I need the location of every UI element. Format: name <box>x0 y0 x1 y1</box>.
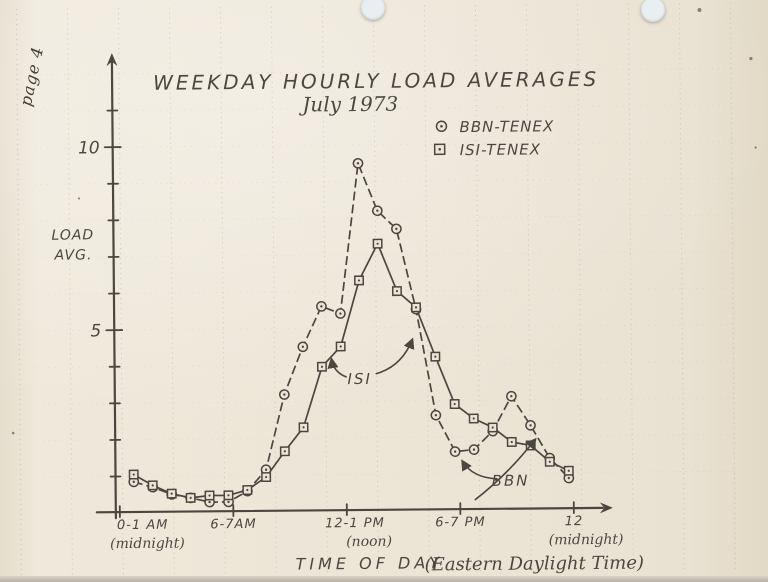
graph-paper-grid <box>15 2 737 579</box>
y-axis <box>110 61 117 520</box>
x-tick-label: 12-1 PM <box>325 516 385 532</box>
chart-title: WEEKDAY HOURLY LOAD AVERAGES <box>153 67 599 95</box>
y-axis-label: AVG. <box>54 247 93 263</box>
x-tick-label: 12 <box>565 514 584 529</box>
bbn-arrow-right-icon <box>474 437 537 501</box>
x-axis <box>95 506 604 514</box>
x-tick-sublabel: (midnight) <box>110 536 185 553</box>
x-tick-label: 6-7AM <box>210 517 256 532</box>
page-bottom-edge <box>0 576 768 582</box>
legend-label-isi: ISI-TENEX <box>460 140 541 159</box>
bbn-arrow-left-icon <box>461 459 498 480</box>
markers-isi-tenex <box>128 238 574 503</box>
y-axis-arrow-icon <box>106 53 118 67</box>
series-bbn-tenex <box>133 162 570 503</box>
y-tick-label: 10 <box>78 138 100 158</box>
x-tick-label: 0-1 AM <box>117 518 169 533</box>
x-axis-arrow-icon <box>599 502 613 514</box>
x-tick-sublabel: (noon) <box>346 534 392 550</box>
markers-bbn-tenex <box>128 157 575 508</box>
y-axis-label: LOAD <box>51 227 94 243</box>
legend-label-bbn: BBN-TENEX <box>459 117 554 136</box>
x-axis-note: (Eastern Daylight Time) <box>425 553 645 576</box>
annotations: ISI BBN <box>327 337 537 501</box>
legend: BBN-TENEX ISI-TENEX <box>433 117 554 159</box>
isi-arrow-left-icon <box>327 357 347 378</box>
annotation-isi: ISI <box>347 370 372 388</box>
chart-subtitle: July 1973 <box>298 92 398 117</box>
x-tick-label: 6-7 PM <box>435 515 486 530</box>
punch-hole-left <box>361 0 385 20</box>
chart-root: 5 10 0-1 AM (midnight) 6-7AM 12-1 PM (noon) 6-7… <box>11 2 757 579</box>
y-tick-label: 5 <box>90 321 101 341</box>
annotation-bbn: BBN <box>492 472 530 490</box>
axes <box>95 53 613 520</box>
scan-specks <box>11 8 757 435</box>
punch-hole-right <box>641 0 665 22</box>
x-axis-label: TIME OF DAY <box>296 553 444 573</box>
x-tick-sublabel: (midnight) <box>549 532 624 549</box>
isi-arrow-right-icon <box>375 337 415 375</box>
